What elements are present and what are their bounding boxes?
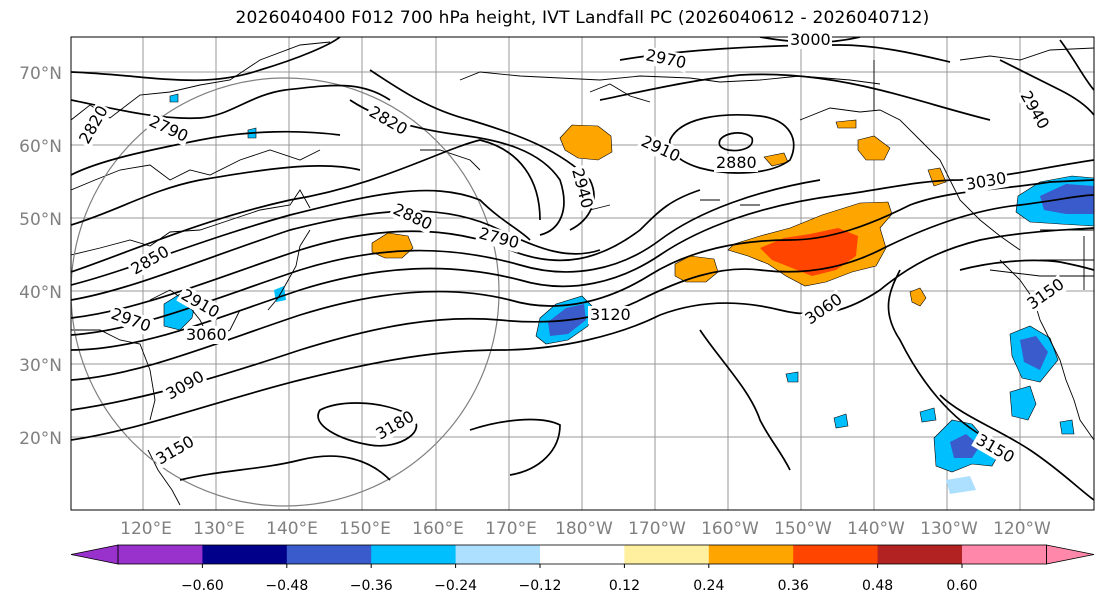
contour-label-background <box>151 431 199 470</box>
colorbar-tick-label: −0.48 <box>265 578 308 594</box>
lon-tick-label: 150°E <box>339 519 391 539</box>
contour-label: 2880 <box>716 153 757 172</box>
lon-tick-label: 160°E <box>412 519 464 539</box>
ivt-positive-area <box>674 255 719 283</box>
ivt-negative-area <box>169 93 179 103</box>
ivt-negative-area <box>946 476 976 494</box>
contour-label-background <box>1022 274 1069 315</box>
contour-label-background <box>176 284 224 323</box>
ivt-negative-core <box>1020 336 1048 370</box>
map-frame <box>70 36 1095 511</box>
lat-tick-label: 60°N <box>19 137 62 157</box>
contour-label: 3000 <box>790 30 831 49</box>
colorbar-segment <box>624 545 710 564</box>
ivt-positive-area <box>835 119 857 129</box>
ivt-negative-area <box>1009 385 1037 421</box>
lat-tick-label: 40°N <box>19 283 62 303</box>
colorbar-extend-min <box>70 544 119 565</box>
lon-tick-label: 130°W <box>920 519 978 539</box>
colorbar: −0.60 −0.48 −0.36 −0.24 −0.12 0.12 0.24 0.36 0.4… <box>70 544 1095 594</box>
colorbar-segment <box>708 545 794 564</box>
contour-label-background <box>788 31 832 49</box>
contour-label-background <box>800 289 847 330</box>
colorbar-segment <box>371 545 457 564</box>
lat-tick-label: 30°N <box>19 356 62 376</box>
contour-label-background <box>567 164 597 212</box>
colorbar-tick-label: −0.60 <box>181 578 224 594</box>
colorbar-tick-label: 0.12 <box>609 578 640 594</box>
lon-tick-label: 160°W <box>701 519 759 539</box>
contour-label-background <box>106 304 155 337</box>
contour-label-background <box>588 306 632 324</box>
lon-tick-labels: 120°E 130°E 140°E 150°E 160°E 170°E 180°W 170°W… <box>120 519 1051 539</box>
contour-label-background <box>126 241 174 280</box>
range-ring <box>71 77 500 507</box>
ivt-positive-area <box>857 135 891 161</box>
colorbar-segment <box>793 545 879 564</box>
colorbar-segment <box>455 545 541 564</box>
lon-tick-label: 140°E <box>266 519 318 539</box>
contour-label: 3120 <box>590 305 631 324</box>
contour-label-background <box>714 154 758 172</box>
ivt-negative-area <box>1059 419 1075 435</box>
colorbar-extend-max <box>1046 544 1095 565</box>
colorbar-tick-label: 0.24 <box>693 578 724 594</box>
contour-label: 3060 <box>186 325 227 344</box>
lon-tick-label: 120°E <box>120 519 172 539</box>
ivt-negative-area <box>919 407 937 423</box>
colorbar-segment <box>877 545 963 564</box>
colorbar-tick-label: 0.60 <box>946 578 977 594</box>
lon-tick-label: 130°E <box>193 519 245 539</box>
lon-tick-label: 150°W <box>774 519 832 539</box>
ivt-positive-area <box>909 287 927 307</box>
lat-tick-label: 50°N <box>19 210 62 230</box>
contour-label-background <box>388 199 436 235</box>
colorbar-segment <box>118 545 203 564</box>
ivt-negative-area <box>833 413 849 429</box>
lon-tick-label: 180°W <box>555 519 613 539</box>
contour-label-background <box>475 223 523 253</box>
ivt-negative-core <box>1040 184 1094 214</box>
lat-tick-label: 20°N <box>19 429 62 449</box>
contour-label-background <box>74 101 113 149</box>
colorbar-tick-label: −0.24 <box>434 578 477 594</box>
colorbar-tick-label: 0.48 <box>862 578 893 594</box>
colorbar-segment <box>202 545 288 564</box>
ivt-negative-area <box>785 371 799 383</box>
colorbar-tick-label: −0.12 <box>519 578 562 594</box>
map-title: 2026040400 F012 700 hPa height, IVT Land… <box>235 8 930 28</box>
colorbar-tick-label: −0.36 <box>350 578 393 594</box>
contour-label-background <box>642 45 689 73</box>
contour-label-background <box>161 366 209 405</box>
lon-tick-label: 170°W <box>628 519 686 539</box>
ivt-positive-area <box>559 124 613 161</box>
contour-label-background <box>144 111 192 147</box>
lon-tick-label: 140°W <box>847 519 905 539</box>
lat-tick-labels: 70°N 60°N 50°N 40°N 30°N 20°N <box>19 64 62 449</box>
colorbar-segment <box>540 545 625 564</box>
colorbar-segment <box>962 545 1047 564</box>
contour-label-background <box>636 131 684 167</box>
lon-tick-label: 170°E <box>485 519 537 539</box>
colorbar-outline <box>117 544 1047 565</box>
contour-label-background <box>184 326 228 344</box>
colorbar-segment <box>286 545 372 564</box>
contour-label-background <box>1015 86 1054 134</box>
colorbar-tick-label: 0.36 <box>778 578 809 594</box>
contour-label-background <box>971 429 1019 468</box>
contour-label-background <box>371 406 419 445</box>
lat-tick-label: 70°N <box>19 64 62 84</box>
ivt-shading <box>163 93 1094 494</box>
ivt-negative-core <box>950 434 980 458</box>
contour-label-background <box>364 101 412 140</box>
lon-tick-label: 120°W <box>993 519 1051 539</box>
contour-label-background <box>962 168 1010 195</box>
